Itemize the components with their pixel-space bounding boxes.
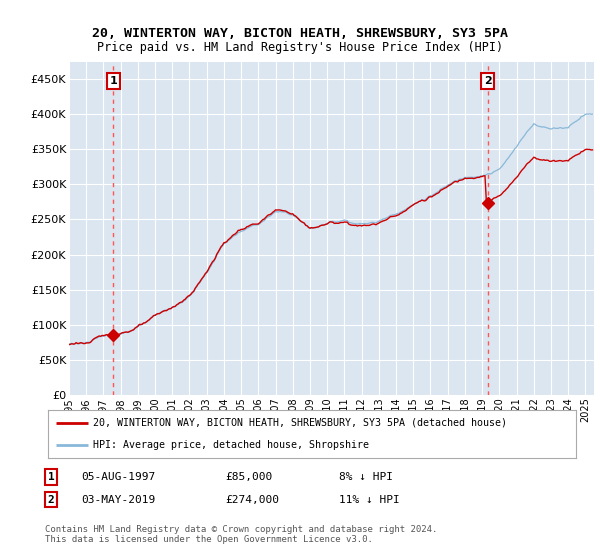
Text: £274,000: £274,000 [225, 494, 279, 505]
Text: 2: 2 [47, 494, 55, 505]
Text: £85,000: £85,000 [225, 472, 272, 482]
Text: Contains HM Land Registry data © Crown copyright and database right 2024.
This d: Contains HM Land Registry data © Crown c… [45, 525, 437, 544]
Text: 11% ↓ HPI: 11% ↓ HPI [339, 494, 400, 505]
Text: 1: 1 [110, 76, 118, 86]
Text: 1: 1 [47, 472, 55, 482]
Text: 20, WINTERTON WAY, BICTON HEATH, SHREWSBURY, SY3 5PA: 20, WINTERTON WAY, BICTON HEATH, SHREWSB… [92, 27, 508, 40]
Text: 2: 2 [484, 76, 492, 86]
Text: HPI: Average price, detached house, Shropshire: HPI: Average price, detached house, Shro… [93, 440, 369, 450]
Text: 8% ↓ HPI: 8% ↓ HPI [339, 472, 393, 482]
Text: Price paid vs. HM Land Registry's House Price Index (HPI): Price paid vs. HM Land Registry's House … [97, 40, 503, 54]
Text: 05-AUG-1997: 05-AUG-1997 [81, 472, 155, 482]
Text: 03-MAY-2019: 03-MAY-2019 [81, 494, 155, 505]
Text: 20, WINTERTON WAY, BICTON HEATH, SHREWSBURY, SY3 5PA (detached house): 20, WINTERTON WAY, BICTON HEATH, SHREWSB… [93, 418, 507, 428]
